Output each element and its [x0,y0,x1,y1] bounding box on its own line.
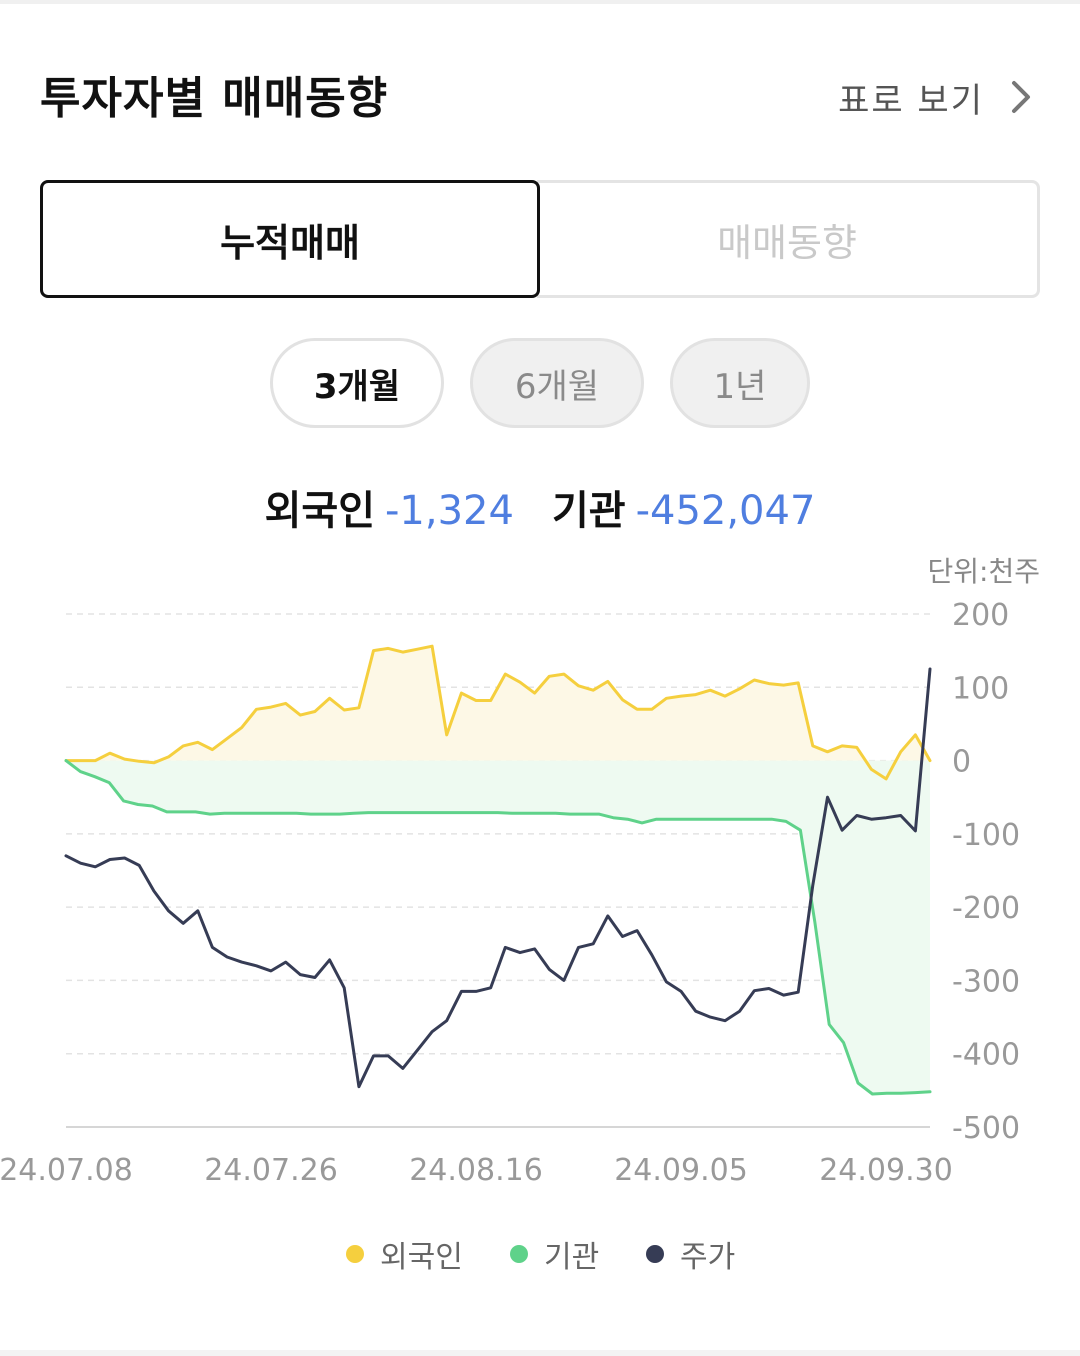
tab-trading-trend[interactable]: 매매동향 [537,180,1040,298]
x-tick-label: 24.09.30 [819,1153,953,1188]
bottom-divider [0,1350,1080,1356]
y-tick-label: 0 [952,745,971,780]
y-tick-label: -300 [952,964,1020,999]
institution-summary-value: -452,047 [635,488,816,534]
y-tick-label: 100 [952,671,1009,706]
legend-item-foreign: 외국인 [346,1232,463,1276]
institution-summary-label: 기관 [551,488,626,534]
investor-trading-chart: 200 100 0 -100 -200 -300 -400 -500 24.07.08 24.07… [0,598,1020,1188]
tab-cumulative[interactable]: 누적매매 [40,180,540,298]
y-tick-label: -500 [952,1111,1020,1146]
legend-label-institution: 기관 [544,1240,600,1275]
x-tick-label: 24.09.05 [614,1153,748,1188]
legend-dot-institution [510,1245,528,1263]
summary: 외국인 -1,324 기관 -452,047 [0,478,1080,536]
table-view-label: 표로 보기 [838,80,984,121]
chart-legend: 외국인 기관 주가 [0,1232,1080,1276]
y-tick-label: -100 [952,818,1020,853]
legend-item-price: 주가 [646,1232,735,1276]
foreign-summary-value: -1,324 [385,488,514,534]
legend-item-institution: 기관 [510,1232,599,1276]
legend-dot-price [646,1245,664,1263]
period-6m-button[interactable]: 6개월 [470,338,644,428]
top-divider [0,0,1080,4]
unit-label: 단위:천주 [927,555,1040,588]
legend-label-price: 주가 [680,1240,736,1275]
page-title: 투자자별 매매동향 [40,73,389,124]
period-3m-button[interactable]: 3개월 [270,338,444,428]
series-area-1 [66,760,930,1094]
x-tick-label: 24.07.26 [204,1153,338,1188]
series-area-0 [66,646,930,779]
chevron-right-icon [1012,81,1030,113]
x-tick-label: 24.08.16 [409,1153,543,1188]
series-line-0 [64,644,932,781]
legend-dot-foreign [346,1245,364,1263]
x-tick-label: 24.07.08 [0,1153,133,1188]
legend-label-foreign: 외국인 [380,1240,463,1275]
header: 투자자별 매매동향 표로 보기 [40,62,1040,132]
table-view-link[interactable]: 표로 보기 [838,72,1040,122]
series-line-2 [64,667,932,1089]
view-toggle: 누적매매 매매동향 [40,180,1040,298]
foreign-summary-label: 외국인 [264,488,375,534]
series-line-1 [64,759,932,1096]
period-selector: 3개월 6개월 1년 [0,338,1080,430]
y-tick-label: -400 [952,1038,1020,1073]
period-1y-button[interactable]: 1년 [670,338,810,428]
y-tick-label: -200 [952,891,1020,926]
y-tick-label: 200 [952,598,1009,633]
